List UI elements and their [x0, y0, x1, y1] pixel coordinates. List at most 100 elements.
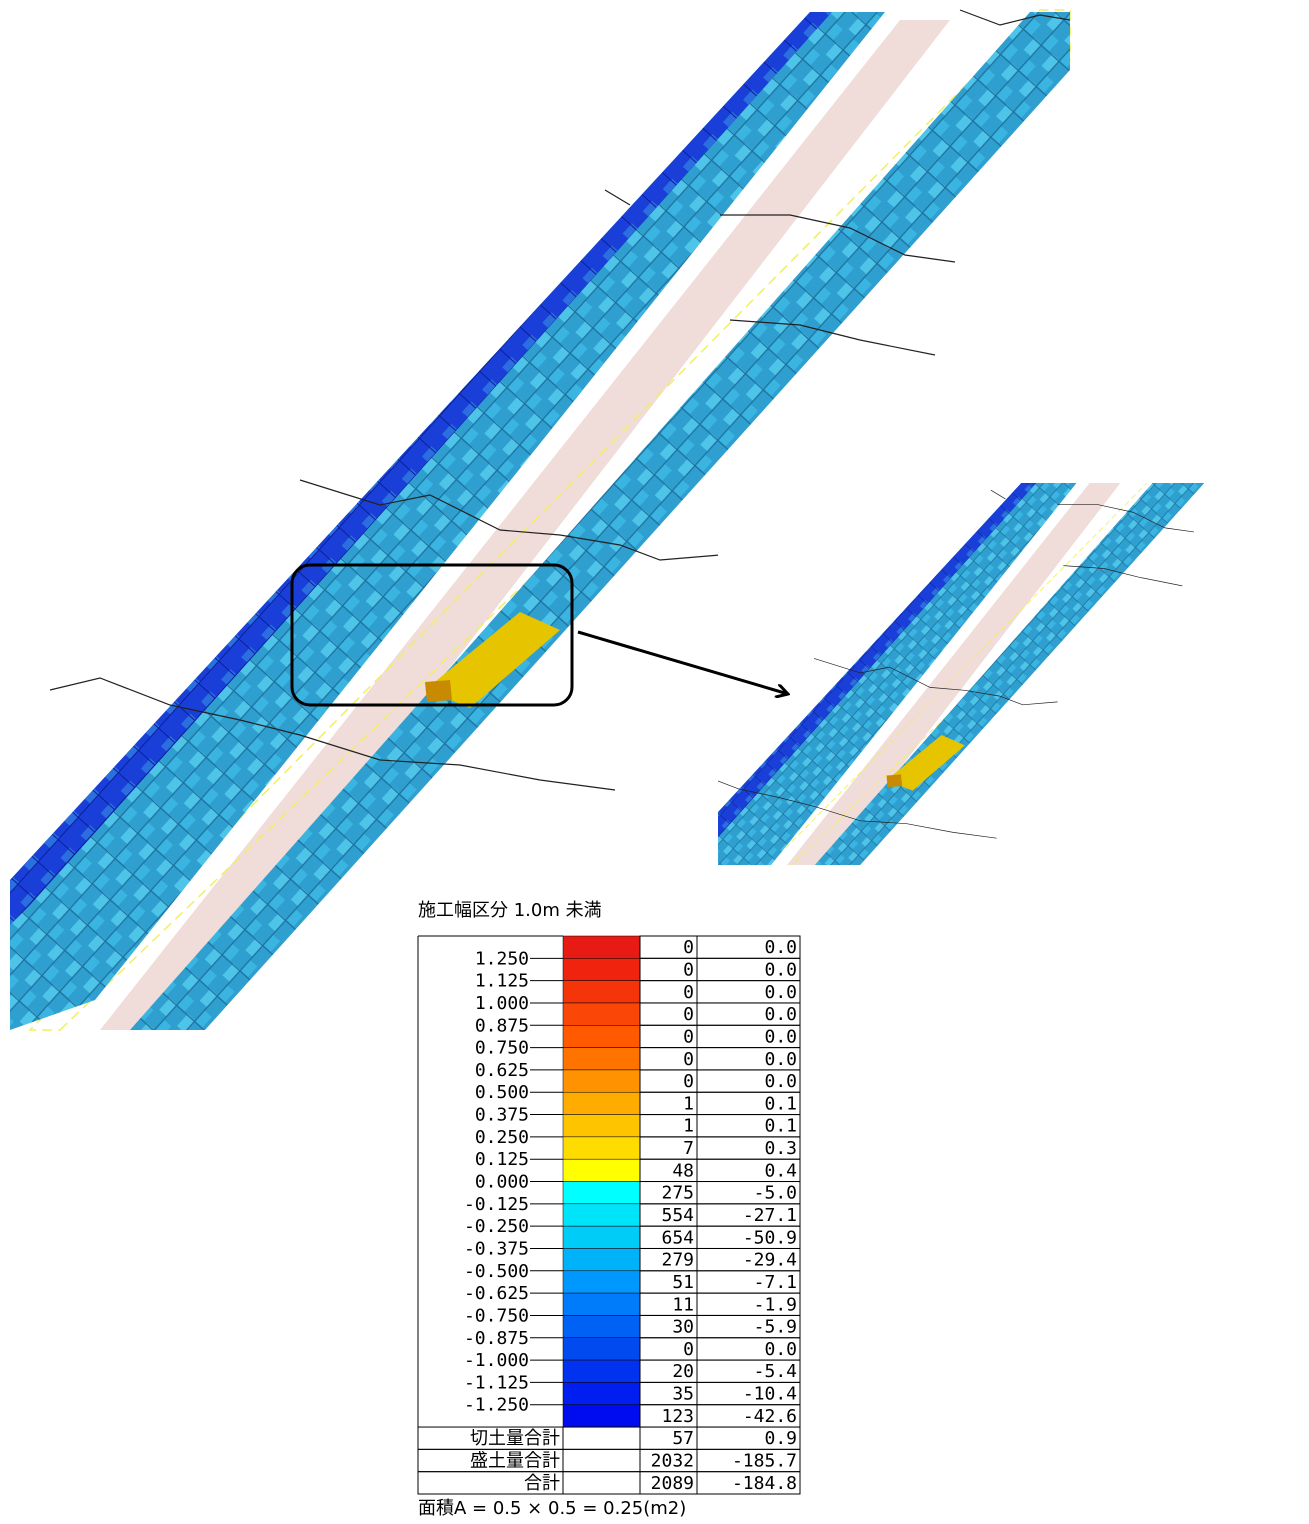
cell	[563, 1449, 640, 1471]
level-label: -0.750	[464, 1305, 529, 1326]
volume: 0.0	[764, 1004, 797, 1025]
color-swatch	[563, 1226, 640, 1248]
total-count: 2089	[651, 1473, 694, 1494]
volume: 0.1	[764, 1116, 797, 1137]
volume: -7.1	[754, 1272, 797, 1293]
volume: -5.4	[754, 1361, 797, 1382]
color-swatch	[563, 1137, 640, 1159]
legend-footer: 面積A = 0.5 × 0.5 = 0.25(m2)	[418, 1498, 686, 1519]
color-swatch	[563, 1159, 640, 1181]
level-label: 1.250	[475, 948, 529, 969]
fill-block	[425, 680, 452, 702]
color-swatch	[563, 1293, 640, 1315]
volume: 0.4	[764, 1160, 797, 1181]
level-label: -1.250	[464, 1395, 529, 1416]
count: 1	[683, 1116, 694, 1137]
count: 1	[683, 1093, 694, 1114]
level-label: 1.000	[475, 993, 529, 1014]
volume: -27.1	[743, 1205, 797, 1226]
color-swatch	[563, 1360, 640, 1382]
level-label: 0.625	[475, 1060, 529, 1081]
legend-title: 施工幅区分 1.0m 未満	[418, 900, 602, 921]
color-swatch	[563, 1271, 640, 1293]
total-label: 合計	[524, 1473, 560, 1494]
count: 654	[661, 1227, 694, 1248]
total-label: 切土量合計	[470, 1428, 560, 1449]
level-label: -0.375	[464, 1238, 529, 1259]
count: 0	[683, 1026, 694, 1047]
cell	[563, 1472, 640, 1494]
count: 0	[683, 1004, 694, 1025]
count: 0	[683, 1071, 694, 1092]
level-label: -0.875	[464, 1328, 529, 1349]
count: 275	[661, 1183, 694, 1204]
color-swatch	[563, 1048, 640, 1070]
terrain-line	[605, 190, 630, 205]
volume: -5.0	[754, 1183, 797, 1204]
color-swatch	[563, 1115, 640, 1137]
total-count: 2032	[651, 1451, 694, 1472]
total-volume: -185.7	[732, 1451, 797, 1472]
count: 30	[672, 1317, 694, 1338]
color-swatch	[563, 1003, 640, 1025]
count: 123	[661, 1406, 694, 1427]
level-label: 1.125	[475, 971, 529, 992]
level-label: 0.250	[475, 1127, 529, 1148]
count: 554	[661, 1205, 694, 1226]
count: 0	[683, 1339, 694, 1360]
color-swatch	[563, 1338, 640, 1360]
color-swatch	[563, 1070, 640, 1092]
total-volume: -184.8	[732, 1473, 797, 1494]
color-swatch	[563, 981, 640, 1003]
total-volume: 0.9	[764, 1428, 797, 1449]
color-swatch	[563, 1025, 640, 1047]
color-swatch	[563, 1204, 640, 1226]
count: 279	[661, 1250, 694, 1271]
volume: -29.4	[743, 1250, 797, 1271]
count: 0	[683, 937, 694, 958]
volume: 0.0	[764, 982, 797, 1003]
level-label: -0.500	[464, 1261, 529, 1282]
level-label: 0.375	[475, 1105, 529, 1126]
count: 11	[672, 1294, 694, 1315]
volume: -10.4	[743, 1384, 797, 1405]
volume: -1.9	[754, 1294, 797, 1315]
count: 0	[683, 959, 694, 980]
level-label: -0.625	[464, 1283, 529, 1304]
volume: -50.9	[743, 1227, 797, 1248]
canvas: 施工幅区分 1.0m 未満 面積A = 0.5 × 0.5 = 0.25(m2)…	[0, 0, 1309, 1524]
total-label: 盛土量合計	[470, 1451, 560, 1472]
color-swatch	[563, 1182, 640, 1204]
color-swatch	[563, 1315, 640, 1337]
count: 0	[683, 982, 694, 1003]
inset	[646, 386, 1261, 978]
count: 0	[683, 1049, 694, 1070]
volume: 0.0	[764, 937, 797, 958]
color-swatch	[563, 1405, 640, 1427]
count: 51	[672, 1272, 694, 1293]
color-swatch	[563, 1092, 640, 1114]
color-swatch	[563, 936, 640, 958]
color-swatch	[563, 958, 640, 980]
volume: 0.0	[764, 1071, 797, 1092]
color-swatch	[563, 1382, 640, 1404]
count: 7	[683, 1138, 694, 1159]
level-label: -1.125	[464, 1372, 529, 1393]
level-label: -1.000	[464, 1350, 529, 1371]
volume: -42.6	[743, 1406, 797, 1427]
total-count: 57	[672, 1428, 694, 1449]
color-swatch	[563, 1248, 640, 1270]
cell	[563, 1427, 640, 1449]
level-label: -0.250	[464, 1216, 529, 1237]
volume: 0.0	[764, 1049, 797, 1070]
volume: 0.0	[764, 959, 797, 980]
volume: 0.0	[764, 1026, 797, 1047]
count: 48	[672, 1160, 694, 1181]
count: 35	[672, 1384, 694, 1405]
level-label: 0.000	[475, 1172, 529, 1193]
level-label: 0.125	[475, 1149, 529, 1170]
volume: 0.3	[764, 1138, 797, 1159]
volume: -5.9	[754, 1317, 797, 1338]
level-label: 0.875	[475, 1015, 529, 1036]
legend-table: 施工幅区分 1.0m 未満 面積A = 0.5 × 0.5 = 0.25(m2)…	[418, 900, 800, 1519]
